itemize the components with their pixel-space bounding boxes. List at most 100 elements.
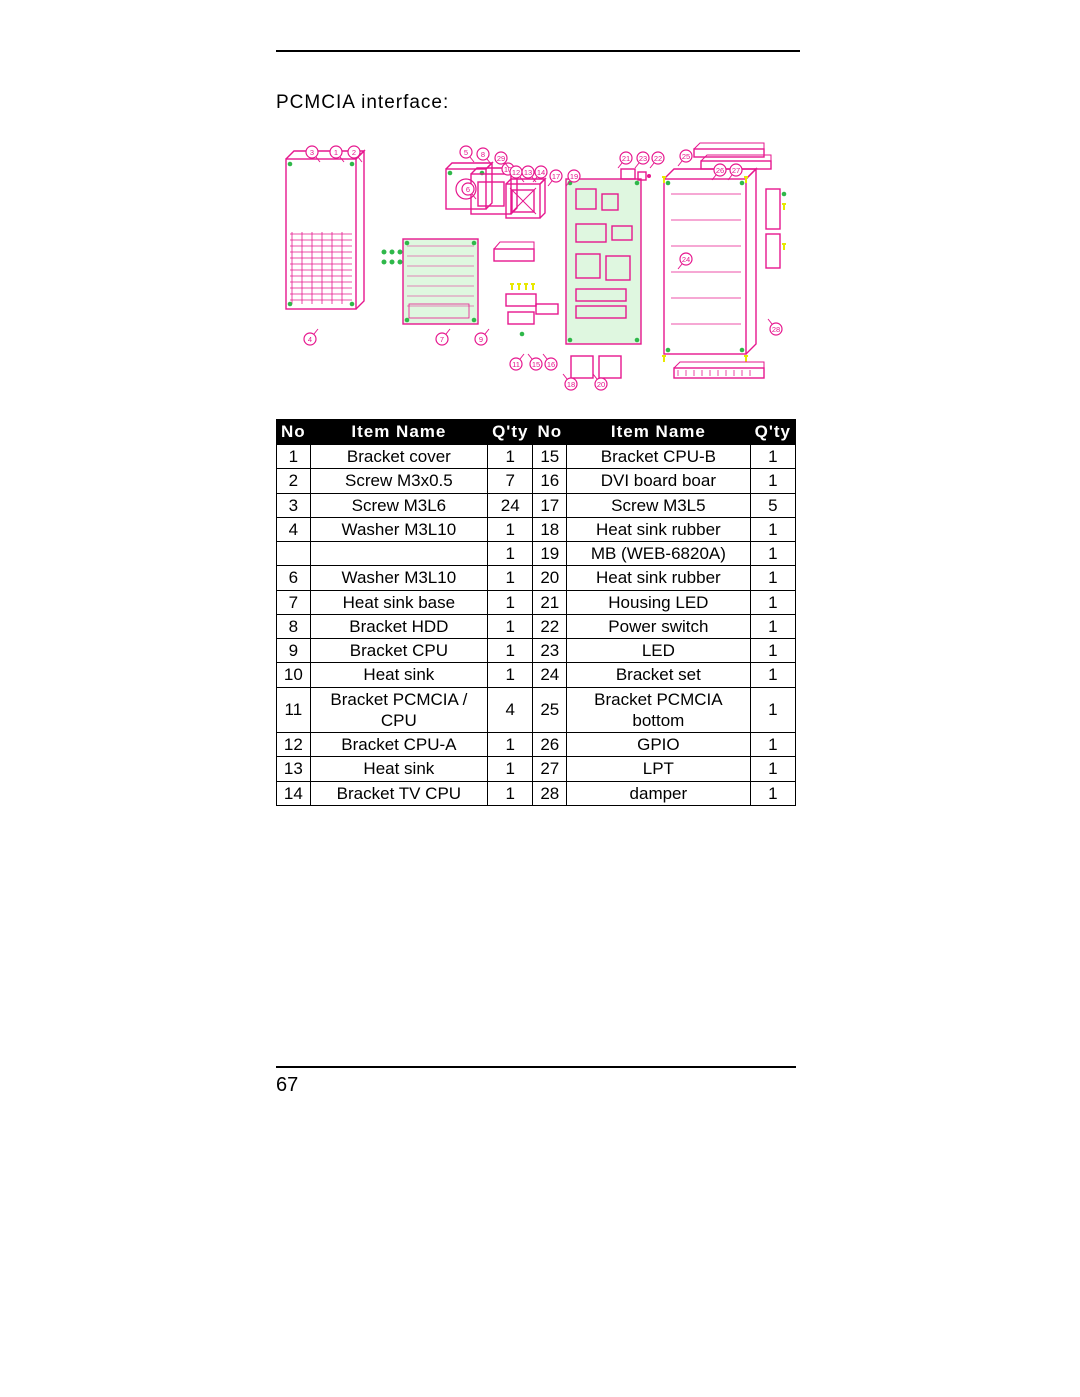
table-cell: 1 — [750, 566, 795, 590]
table-cell: GPIO — [567, 733, 750, 757]
table-cell: 24 — [533, 663, 567, 687]
table-row: 12Bracket CPU-A126GPIO1 — [277, 733, 796, 757]
table-cell: Screw M3x0.5 — [310, 469, 487, 493]
table-cell: Heat sink base — [310, 590, 487, 614]
table-cell: Bracket CPU — [310, 639, 487, 663]
page-footer: 67 — [276, 1066, 796, 1097]
svg-text:15: 15 — [532, 360, 540, 369]
table-cell: 1 — [488, 757, 533, 781]
table-cell: 2 — [277, 469, 311, 493]
table-cell: 1 — [488, 517, 533, 541]
col-qty-1: Q'ty — [488, 420, 533, 445]
table-row: 1Bracket cover115Bracket CPU-B1 — [277, 445, 796, 469]
table-cell: 1 — [488, 639, 533, 663]
table-cell: 1 — [277, 445, 311, 469]
table-cell: DVI board boar — [567, 469, 750, 493]
page-number: 67 — [276, 1074, 796, 1097]
table-cell: 8 — [277, 614, 311, 638]
table-cell: Housing LED — [567, 590, 750, 614]
table-cell: Washer M3L10 — [310, 517, 487, 541]
table-cell: 6 — [277, 566, 311, 590]
svg-text:12: 12 — [512, 168, 520, 177]
table-cell: Heat sink rubber — [567, 517, 750, 541]
table-cell: 1 — [750, 733, 795, 757]
svg-text:17: 17 — [552, 172, 560, 181]
table-cell: Bracket PCMCIA bottom — [567, 687, 750, 733]
table-cell: 22 — [533, 614, 567, 638]
table-cell: 1 — [488, 614, 533, 638]
table-cell: 1 — [750, 614, 795, 638]
table-cell: 1 — [488, 445, 533, 469]
svg-text:18: 18 — [567, 380, 575, 389]
table-cell: 4 — [488, 687, 533, 733]
svg-text:7: 7 — [440, 335, 444, 344]
table-cell: Bracket TV CPU — [310, 781, 487, 805]
svg-text:28: 28 — [772, 325, 780, 334]
svg-text:2: 2 — [352, 148, 356, 157]
table-cell: Bracket set — [567, 663, 750, 687]
table-cell: 21 — [533, 590, 567, 614]
table-cell: damper — [567, 781, 750, 805]
table-cell: 1 — [488, 781, 533, 805]
table-row: 11Bracket PCMCIA / CPU425Bracket PCMCIA … — [277, 687, 796, 733]
table-cell: 1 — [488, 566, 533, 590]
table-cell: Heat sink rubber — [567, 566, 750, 590]
table-cell: 7 — [488, 469, 533, 493]
table-cell: Bracket cover — [310, 445, 487, 469]
svg-text:13: 13 — [524, 168, 532, 177]
table-row: 8Bracket HDD122Power switch1 — [277, 614, 796, 638]
table-cell: 1 — [488, 542, 533, 566]
svg-text:29: 29 — [497, 154, 505, 163]
svg-text:19: 19 — [570, 172, 578, 181]
table-cell: 1 — [750, 687, 795, 733]
table-cell: Power switch — [567, 614, 750, 638]
table-cell: 12 — [277, 733, 311, 757]
table-row: 10Heat sink124Bracket set1 — [277, 663, 796, 687]
col-no-1: No — [277, 420, 311, 445]
table-row: 6Washer M3L10120Heat sink rubber1 — [277, 566, 796, 590]
table-cell: 1 — [750, 517, 795, 541]
table-cell: 9 — [277, 639, 311, 663]
svg-text:11: 11 — [512, 360, 520, 369]
table-cell: Bracket CPU-A — [310, 733, 487, 757]
table-cell: Washer M3L10 — [310, 566, 487, 590]
svg-text:20: 20 — [597, 380, 605, 389]
table-cell: 19 — [533, 542, 567, 566]
table-row: 119MB (WEB-6820A)1 — [277, 542, 796, 566]
svg-text:22: 22 — [654, 154, 662, 163]
col-name-2: Item Name — [567, 420, 750, 445]
svg-text:21: 21 — [622, 154, 630, 163]
svg-text:1: 1 — [334, 148, 338, 157]
table-row: 14Bracket TV CPU128damper1 — [277, 781, 796, 805]
table-cell: Bracket CPU-B — [567, 445, 750, 469]
col-qty-2: Q'ty — [750, 420, 795, 445]
table-cell: Heat sink — [310, 757, 487, 781]
col-no-2: No — [533, 420, 567, 445]
section-title: PCMCIA interface: — [276, 92, 800, 114]
svg-text:3: 3 — [310, 148, 314, 157]
footer-rule — [276, 1066, 796, 1068]
table-cell: 25 — [533, 687, 567, 733]
svg-text:9: 9 — [479, 335, 483, 344]
table-cell: 15 — [533, 445, 567, 469]
table-cell: 26 — [533, 733, 567, 757]
table-cell: 4 — [277, 517, 311, 541]
svg-text:8: 8 — [481, 150, 485, 159]
table-cell: 14 — [277, 781, 311, 805]
col-name-1: Item Name — [310, 420, 487, 445]
svg-text:6: 6 — [466, 185, 470, 194]
table-cell: Screw M3L6 — [310, 493, 487, 517]
parts-table-header-row: No Item Name Q'ty No Item Name Q'ty — [277, 420, 796, 445]
table-cell: 16 — [533, 469, 567, 493]
svg-text:5: 5 — [464, 148, 468, 157]
table-cell: LPT — [567, 757, 750, 781]
table-cell: 10 — [277, 663, 311, 687]
table-cell: 1 — [750, 542, 795, 566]
table-cell: 18 — [533, 517, 567, 541]
table-cell: MB (WEB-6820A) — [567, 542, 750, 566]
table-cell — [277, 542, 311, 566]
table-cell: 1 — [488, 733, 533, 757]
table-row: 2Screw M3x0.5716DVI board boar1 — [277, 469, 796, 493]
table-cell: 24 — [488, 493, 533, 517]
table-cell: 23 — [533, 639, 567, 663]
